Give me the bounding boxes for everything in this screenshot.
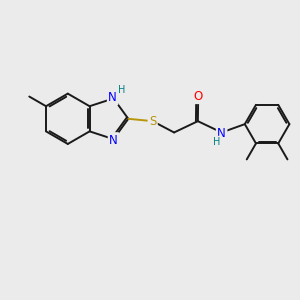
- Text: N: N: [109, 134, 118, 146]
- Text: N: N: [217, 128, 226, 140]
- Text: H: H: [118, 85, 125, 95]
- Text: S: S: [149, 115, 156, 128]
- Text: N: N: [108, 91, 117, 104]
- Text: H: H: [213, 137, 220, 147]
- Text: O: O: [194, 90, 203, 103]
